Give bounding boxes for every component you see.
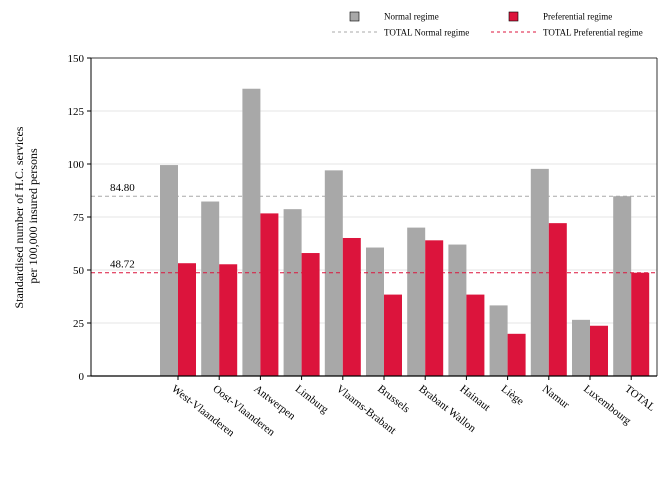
- legend-swatch-preferential: [508, 11, 519, 22]
- bar-preferential: [384, 294, 402, 376]
- y-tick-label: 75: [73, 212, 85, 224]
- axes: [87, 57, 658, 380]
- bar-normal: [366, 247, 384, 376]
- bar-normal: [448, 244, 467, 376]
- bar-preferential: [466, 294, 485, 376]
- y-tick-label: 25: [73, 318, 85, 330]
- reference-line-preferential-total-label: 48.72: [110, 259, 135, 271]
- y-axis-title-line-1: Standardised number of H.C. services: [12, 126, 26, 308]
- bar-normal: [283, 209, 302, 376]
- bar-normal: [613, 196, 632, 376]
- bar-normal: [407, 227, 426, 376]
- bar-preferential: [507, 333, 526, 376]
- y-tick-label: 125: [68, 106, 85, 118]
- bar-preferential: [219, 264, 238, 376]
- y-tick-label: 100: [68, 159, 85, 171]
- legend-label-preferential: Preferential regime: [543, 12, 612, 22]
- legend-label-normal: Normal regime: [384, 12, 439, 22]
- bar-normal: [572, 319, 590, 376]
- bar-preferential: [342, 237, 361, 376]
- y-tick-label: 50: [73, 265, 85, 277]
- x-tick-label: Limburg: [293, 383, 331, 416]
- y-axis-title-line-2: per 100,000 insured persons: [26, 148, 40, 284]
- bar-preferential: [590, 325, 608, 376]
- bars: [160, 88, 650, 377]
- legend-label-preferential-total: TOTAL Preferential regime: [543, 28, 643, 38]
- legend-swatch-normal: [349, 11, 360, 22]
- bar-preferential: [178, 263, 196, 376]
- reference-line-normal-total-label: 84.80: [110, 182, 135, 194]
- bar-preferential: [548, 223, 567, 376]
- bar-normal: [160, 165, 178, 376]
- bar-preferential: [260, 213, 279, 376]
- reference-lines: 84.80 48.72: [91, 182, 657, 274]
- y-tick-label: 150: [68, 53, 85, 65]
- x-tick-label: Liège: [499, 383, 526, 408]
- bar-normal: [324, 170, 343, 376]
- x-tick-label: Brussels: [375, 383, 412, 415]
- legend: Normal regime Preferential regime TOTAL …: [332, 12, 643, 38]
- bar-normal: [489, 305, 508, 376]
- legend-label-normal-total: TOTAL Normal regime: [384, 28, 469, 38]
- x-tick-label: TOTAL: [622, 383, 657, 414]
- y-axis-title: Standardised number of H.C. services per…: [12, 124, 40, 309]
- bar-normal: [242, 88, 261, 377]
- bar-normal: [201, 201, 220, 376]
- bar-preferential: [631, 272, 650, 376]
- bar-preferential: [425, 240, 444, 376]
- x-tick-label: Namur: [540, 383, 572, 411]
- bar-preferential: [301, 253, 320, 376]
- y-tick-label: 0: [79, 371, 85, 383]
- x-tick-label: Hainaut: [458, 383, 493, 414]
